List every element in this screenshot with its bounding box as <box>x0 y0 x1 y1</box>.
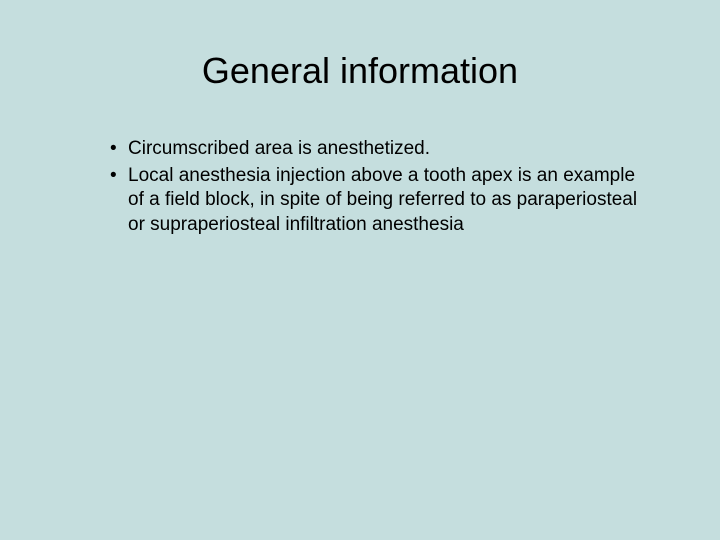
bullet-item: Local anesthesia injection above a tooth… <box>110 164 640 238</box>
slide-container: General information Circumscribed area i… <box>0 0 720 540</box>
bullet-item: Circumscribed area is anesthetized. <box>110 137 640 162</box>
slide-title: General information <box>80 50 640 92</box>
bullet-list: Circumscribed area is anesthetized. Loca… <box>80 137 640 238</box>
